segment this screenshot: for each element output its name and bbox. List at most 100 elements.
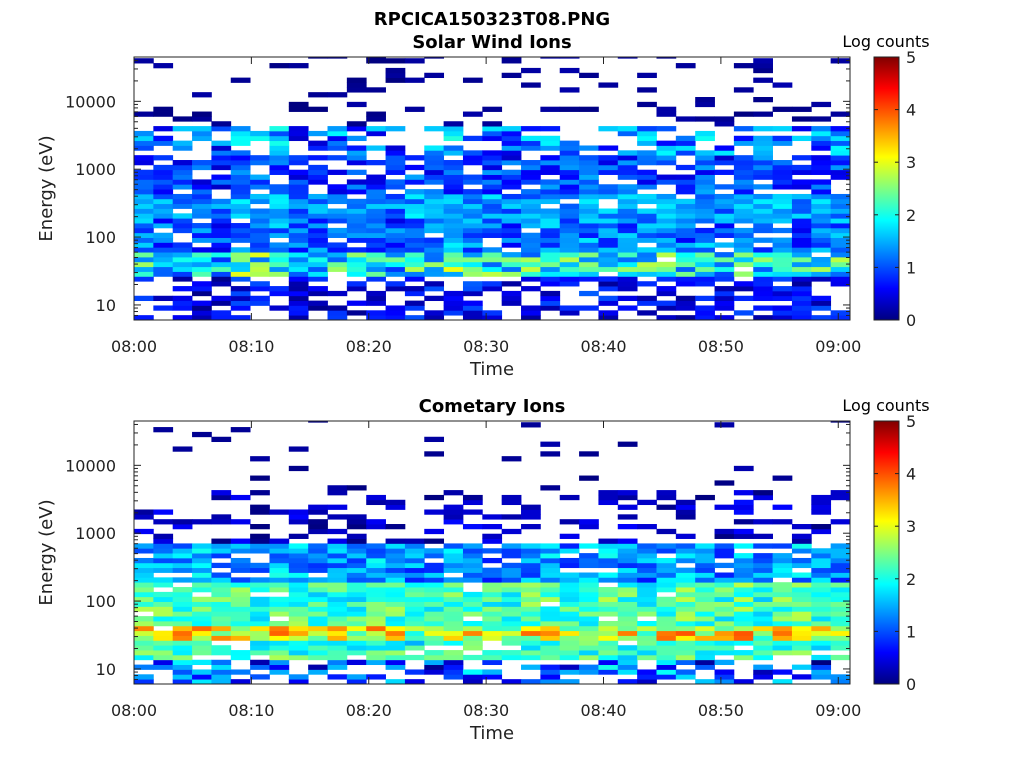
heatmap-cell (153, 591, 174, 598)
heatmap-cell (811, 630, 832, 636)
heatmap-cell (250, 533, 270, 539)
heatmap-cell (772, 135, 793, 142)
heatmap-cell (540, 572, 561, 578)
heatmap-cell (695, 135, 715, 142)
heatmap-cell (443, 174, 464, 180)
heatmap-cell (579, 106, 599, 112)
heatmap-cell (811, 271, 832, 277)
heatmap-cell (134, 252, 154, 258)
heatmap-cell (172, 625, 193, 632)
heatmap-cell (811, 305, 832, 311)
heatmap-cell (772, 543, 793, 549)
heatmap-cell (385, 232, 406, 238)
heatmap-cell (501, 242, 522, 248)
heatmap-cell (559, 266, 580, 272)
heatmap-cell (250, 577, 270, 583)
heatmap-cell (327, 213, 348, 219)
heatmap-cell (617, 659, 638, 666)
heatmap-cell (153, 174, 174, 180)
heatmap-cell (811, 572, 832, 578)
heatmap-cell (443, 126, 464, 132)
heatmap-cell (404, 630, 425, 636)
heatmap-cell (443, 208, 464, 214)
heatmap-cell (288, 208, 309, 214)
heatmap-cell (288, 266, 309, 272)
heatmap-cell (811, 247, 832, 253)
heatmap-cell (211, 591, 232, 598)
heatmap-cell (424, 72, 445, 79)
heatmap-cell (211, 645, 232, 651)
heatmap-cell (424, 160, 445, 166)
heatmap-cell (288, 553, 309, 559)
heatmap-cell (308, 553, 328, 559)
heatmap-cell (637, 625, 657, 632)
heatmap-cell (211, 232, 232, 238)
heatmap-cell (791, 582, 812, 588)
heatmap-cell (772, 557, 793, 564)
heatmap-cell (617, 227, 638, 234)
heatmap-cell (501, 223, 522, 229)
heatmap-cell (598, 596, 619, 602)
heatmap-cell (811, 164, 832, 171)
heatmap-cell (637, 223, 657, 229)
heatmap-cell (346, 650, 367, 656)
heatmap-cell (830, 252, 851, 258)
heatmap-cell (230, 126, 251, 132)
heatmap-cell (811, 577, 832, 583)
heatmap-cell (404, 625, 425, 632)
heatmap-cell (153, 596, 174, 602)
heatmap-cell (617, 150, 638, 156)
heatmap-cell (288, 237, 309, 243)
heatmap-cell (617, 203, 638, 209)
heatmap-cell (366, 126, 386, 132)
heatmap-cell (385, 77, 406, 83)
heatmap-cell (269, 601, 290, 607)
heatmap-cell (288, 174, 309, 180)
heatmap-cell (134, 640, 154, 646)
heatmap-cell (385, 261, 406, 268)
heatmap-cell (288, 223, 309, 229)
heatmap-cell (714, 640, 735, 646)
heatmap-cell (617, 524, 638, 530)
heatmap-cell (656, 160, 677, 166)
heatmap-cell (404, 567, 425, 573)
heatmap-cell (559, 169, 580, 175)
heatmap-cell (714, 480, 735, 486)
heatmap-cell (211, 223, 232, 229)
heatmap-cell (772, 276, 793, 282)
heatmap-cell (501, 174, 522, 180)
heatmap-cell (230, 620, 251, 627)
heatmap-cell (366, 553, 386, 559)
heatmap-cell (250, 456, 270, 462)
heatmap-cell (753, 67, 773, 74)
heatmap-cell (598, 490, 619, 496)
heatmap-cell (598, 126, 619, 132)
heatmap-cell (714, 315, 735, 321)
y-tick-label: 100 (85, 592, 116, 611)
heatmap-cell (656, 232, 677, 238)
heatmap-cell (521, 286, 541, 292)
heatmap-cell (753, 596, 773, 602)
heatmap-cell (656, 208, 677, 214)
heatmap-cell (559, 203, 580, 209)
x-tick-label: 08:50 (698, 701, 744, 720)
heatmap-cell (791, 548, 812, 554)
heatmap-cell (830, 591, 851, 598)
heatmap-cell (714, 213, 735, 219)
heatmap-cell (540, 261, 561, 268)
heatmap-cell (269, 305, 290, 311)
heatmap-cell (192, 237, 212, 243)
heatmap-cell (521, 630, 541, 636)
heatmap-cell (617, 208, 638, 214)
heatmap-cell (424, 193, 445, 200)
heatmap-cell (153, 509, 174, 515)
heatmap-cell (134, 140, 154, 146)
heatmap-cell (811, 494, 832, 501)
heatmap-cell (753, 553, 773, 559)
heatmap-cell (540, 140, 561, 146)
heatmap-cell (327, 654, 348, 661)
heatmap-cell (366, 193, 386, 200)
heatmap-cell (308, 271, 328, 277)
heatmap-cell (327, 169, 348, 175)
heatmap-cell (385, 567, 406, 573)
